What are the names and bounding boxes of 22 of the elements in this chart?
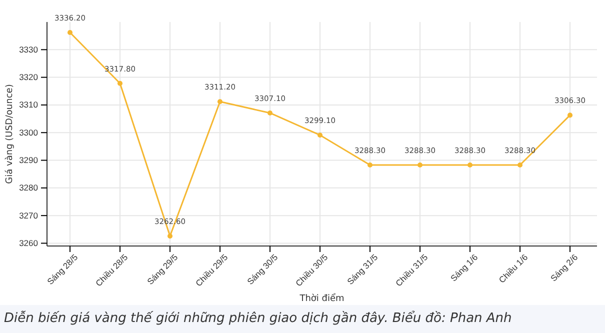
y-tick-label: 3310: [19, 100, 38, 110]
y-tick-label: 3300: [19, 127, 38, 138]
text: Diễn biến giá vàng thế giới những phiên giao dịch gần đây. Biểu đồ: Phan Anh: [0, 305, 605, 333]
point: [67, 30, 73, 36]
point: [417, 162, 423, 168]
point: [567, 112, 573, 118]
point: [267, 110, 273, 116]
point: [117, 80, 123, 86]
y-tick-label: 3330: [19, 44, 38, 54]
point: [317, 132, 323, 138]
y-tick-label: 3280: [19, 182, 38, 193]
y-tick-label: 3320: [19, 72, 38, 82]
point: [367, 162, 373, 168]
y-tick-label: 3270: [19, 210, 38, 220]
point: [517, 162, 523, 168]
y-axis-title: Giá vàng (USD/ounce): [4, 84, 15, 184]
y-tick-label: 3260: [19, 238, 38, 248]
x-axis-title: Thời điểm: [298, 293, 344, 304]
point: [167, 234, 173, 239]
point: [217, 99, 223, 104]
point: [467, 162, 473, 168]
y-tick-label: 3290: [19, 154, 38, 165]
